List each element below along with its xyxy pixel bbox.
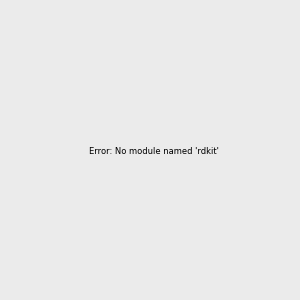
Text: Error: No module named 'rdkit': Error: No module named 'rdkit' bbox=[89, 147, 219, 156]
